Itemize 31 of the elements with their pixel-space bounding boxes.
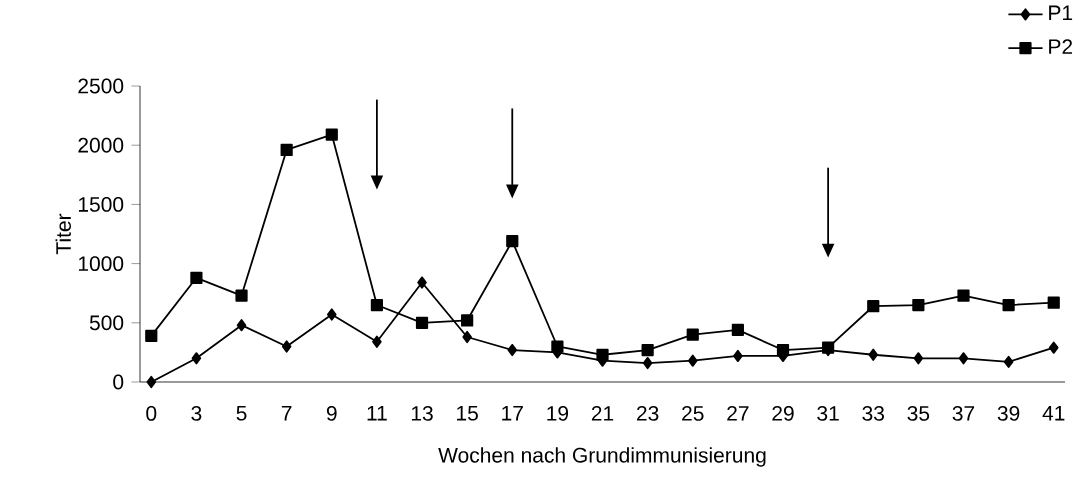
y-tick-label: 500 — [89, 315, 124, 331]
x-tick-label: 3 — [191, 405, 202, 421]
x-tick-label: 39 — [997, 405, 1020, 421]
x-tick-label: 11 — [367, 405, 387, 421]
legend-label: P2 — [1049, 39, 1073, 54]
x-tick-label: 15 — [457, 405, 478, 421]
x-tick-label: 41 — [1042, 405, 1065, 421]
x-tick-label: 27 — [727, 405, 749, 421]
x-tick-label: 9 — [326, 405, 337, 421]
x-tick-label: 21 — [591, 405, 614, 421]
x-tick-label: 29 — [772, 405, 794, 421]
x-tick-label: 31 — [817, 405, 839, 421]
x-tick-label: 25 — [682, 405, 704, 421]
y-tick-label: 2500 — [78, 78, 124, 94]
x-tick-label: 37 — [952, 405, 975, 421]
x-tick-label: 35 — [907, 405, 930, 421]
y-tick-label: 2000 — [78, 137, 124, 153]
x-tick-label: 23 — [637, 405, 659, 421]
y-tick-label: 0 — [113, 374, 124, 390]
y-tick-label: 1500 — [78, 196, 124, 212]
x-tick-label: 7 — [281, 405, 292, 421]
y-axis-title: Titer — [55, 213, 71, 255]
x-axis-title: Wochen nach Grundimmunisierung — [438, 447, 766, 467]
y-tick-label: 1000 — [78, 256, 124, 272]
x-tick-label: 0 — [146, 405, 157, 421]
legend-label: P1 — [1049, 5, 1073, 21]
x-tick-label: 19 — [547, 405, 569, 421]
x-tick-label: 17 — [502, 405, 523, 421]
x-tick-label: 5 — [236, 405, 247, 421]
x-tick-label: 13 — [411, 405, 433, 421]
x-tick-label: 33 — [862, 405, 884, 421]
